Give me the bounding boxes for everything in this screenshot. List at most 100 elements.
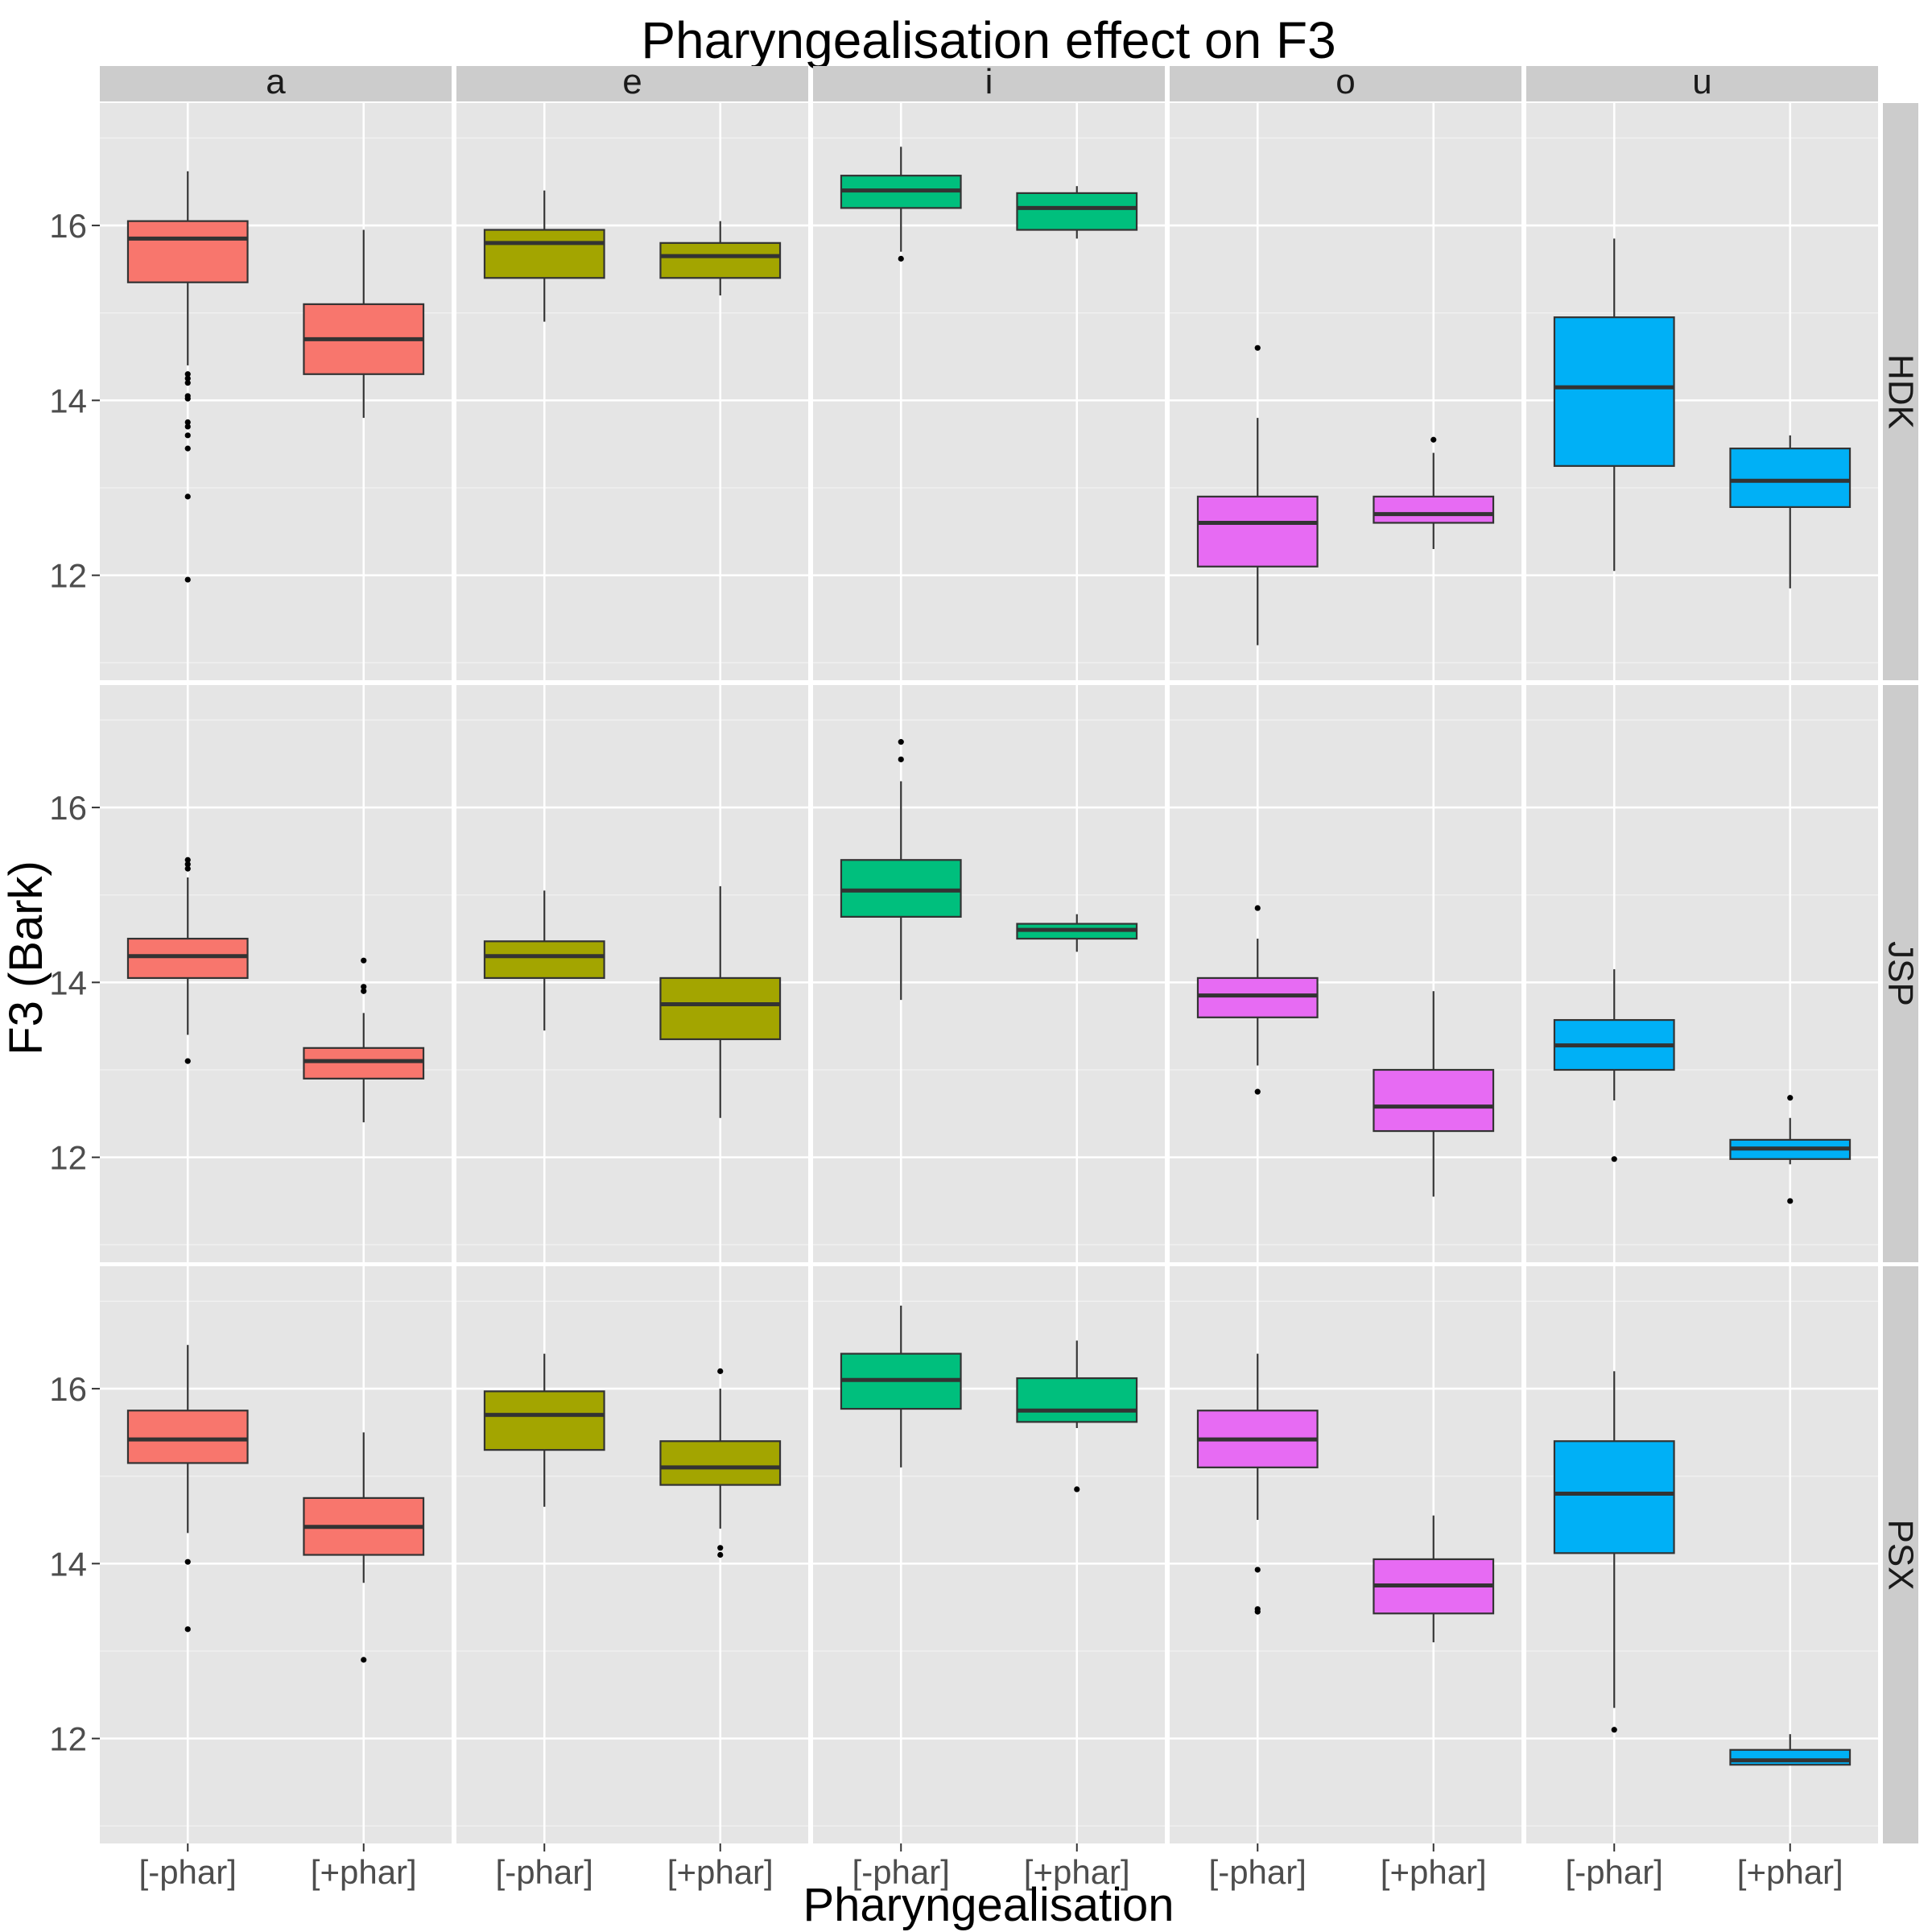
outlier-point bbox=[1254, 1608, 1261, 1615]
x-tick-label: [+phar] bbox=[1024, 1853, 1130, 1891]
box-JSP-a-minus-phar bbox=[126, 857, 249, 1064]
box-iqr bbox=[659, 976, 782, 1041]
y-tick-label: 14 bbox=[49, 382, 87, 419]
box-JSP-e-minus-phar bbox=[483, 890, 605, 1031]
box-PSX-i-plus-phar bbox=[1016, 1340, 1138, 1492]
facet-strip-label-o: o bbox=[1335, 62, 1355, 101]
outlier-point bbox=[184, 395, 191, 402]
box-JSP-u-minus-phar bbox=[1553, 969, 1675, 1162]
outlier-point bbox=[184, 380, 191, 386]
box-iqr bbox=[1729, 448, 1852, 509]
box-PSX-o-plus-phar bbox=[1373, 1515, 1495, 1643]
panel-JSP-o bbox=[1170, 685, 1521, 1262]
box-iqr bbox=[126, 220, 249, 283]
box-JSP-o-plus-phar bbox=[1373, 991, 1495, 1197]
outlier-point bbox=[361, 988, 367, 994]
panel-JSP-i bbox=[813, 685, 1165, 1262]
box-JSP-i-minus-phar bbox=[840, 739, 962, 1001]
box-HDK-o-plus-phar bbox=[1373, 436, 1495, 550]
box-iqr bbox=[126, 1410, 249, 1464]
outlier-point bbox=[184, 419, 191, 426]
outlier-point bbox=[717, 1368, 724, 1374]
outlier-point bbox=[1254, 345, 1261, 351]
box-iqr bbox=[1016, 1377, 1138, 1423]
panel-JSP-u bbox=[1526, 685, 1878, 1262]
box-PSX-e-minus-phar bbox=[483, 1353, 605, 1507]
chart-title: Pharyngealisation effect on F3 bbox=[641, 11, 1335, 69]
outlier-point bbox=[1611, 1727, 1617, 1733]
box-PSX-u-minus-phar bbox=[1553, 1371, 1675, 1733]
panel-PSX-o bbox=[1170, 1266, 1521, 1843]
box-HDK-u-minus-phar bbox=[1553, 238, 1675, 572]
outlier-point bbox=[361, 957, 367, 964]
box-iqr bbox=[840, 859, 962, 918]
box-HDK-a-minus-phar bbox=[126, 171, 249, 583]
box-iqr bbox=[659, 242, 782, 279]
facet-strip-o bbox=[1170, 66, 1521, 101]
box-PSX-u-plus-phar bbox=[1729, 1734, 1852, 1766]
y-tick-label: 16 bbox=[49, 1370, 87, 1408]
outlier-point bbox=[184, 857, 191, 863]
x-tick-label: [-phar] bbox=[139, 1853, 237, 1891]
box-HDK-u-plus-phar bbox=[1729, 435, 1852, 588]
box-JSP-o-minus-phar bbox=[1196, 905, 1319, 1095]
panel-HDK-a bbox=[100, 103, 452, 680]
box-iqr bbox=[1196, 976, 1319, 1018]
box-iqr bbox=[1373, 495, 1495, 524]
box-iqr bbox=[303, 1046, 425, 1080]
outlier-point bbox=[1611, 1156, 1617, 1162]
facet-strip-label-e: e bbox=[622, 62, 642, 101]
panel-PSX-u bbox=[1526, 1266, 1878, 1843]
outlier-point bbox=[898, 255, 904, 262]
panel-HDK-e bbox=[456, 103, 808, 680]
x-tick-label: [-phar] bbox=[852, 1853, 950, 1891]
facet-strip-label-JSP: JSP bbox=[1881, 941, 1921, 1006]
outlier-point bbox=[1430, 436, 1437, 443]
outlier-point bbox=[184, 432, 191, 439]
box-PSX-a-minus-phar bbox=[126, 1344, 249, 1633]
y-tick-label: 14 bbox=[49, 964, 87, 1001]
box-iqr bbox=[1553, 1440, 1675, 1554]
y-tick-label: 12 bbox=[49, 557, 87, 595]
box-JSP-a-plus-phar bbox=[303, 957, 425, 1123]
x-tick-label: [-phar] bbox=[496, 1853, 593, 1891]
y-axis-title: F3 (Bark) bbox=[0, 861, 52, 1055]
outlier-point bbox=[184, 423, 191, 430]
box-PSX-a-plus-phar bbox=[303, 1432, 425, 1663]
box-iqr bbox=[1196, 495, 1319, 568]
outlier-point bbox=[184, 371, 191, 378]
box-HDK-e-minus-phar bbox=[483, 190, 605, 322]
box-iqr bbox=[483, 229, 605, 279]
outlier-point bbox=[1254, 1567, 1261, 1573]
outlier-point bbox=[1254, 1088, 1261, 1095]
outlier-point bbox=[184, 1626, 191, 1633]
x-tick-label: [+phar] bbox=[311, 1853, 417, 1891]
outlier-point bbox=[717, 1551, 724, 1558]
outlier-point bbox=[184, 1058, 191, 1064]
outlier-point bbox=[1254, 905, 1261, 911]
box-HDK-e-plus-phar bbox=[659, 221, 782, 295]
facet-strip-a bbox=[100, 66, 452, 101]
box-JSP-i-plus-phar bbox=[1016, 914, 1138, 952]
x-tick-label: [+phar] bbox=[1737, 1853, 1843, 1891]
box-iqr bbox=[1553, 316, 1675, 467]
x-axis-title: Pharyngealisation bbox=[803, 1879, 1174, 1931]
facet-strip-HDK bbox=[1883, 103, 1918, 680]
box-iqr bbox=[483, 1390, 605, 1451]
box-iqr bbox=[659, 1440, 782, 1486]
box-iqr bbox=[1729, 1748, 1852, 1766]
facet-strip-label-a: a bbox=[266, 62, 286, 101]
box-PSX-i-minus-phar bbox=[840, 1305, 962, 1468]
x-tick-label: [+phar] bbox=[1381, 1853, 1487, 1891]
box-iqr bbox=[1016, 192, 1138, 231]
facet-grid: a e i o u HDK JSP PSX 12 14 16 12 14 16 12 14 16 [-phar] [… bbox=[49, 62, 1920, 1891]
box-HDK-o-minus-phar bbox=[1196, 345, 1319, 646]
outlier-point bbox=[1074, 1486, 1080, 1492]
x-tick-label: [-phar] bbox=[1566, 1853, 1663, 1891]
y-tick-label: 16 bbox=[49, 789, 87, 827]
panel-PSX-e bbox=[456, 1266, 808, 1843]
outlier-point bbox=[184, 865, 191, 872]
y-tick-label: 12 bbox=[49, 1139, 87, 1177]
outlier-point bbox=[361, 984, 367, 990]
